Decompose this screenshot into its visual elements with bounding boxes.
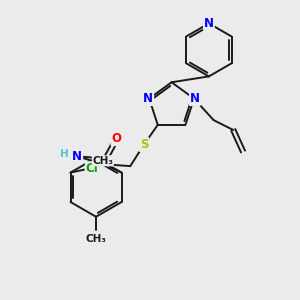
Text: N: N xyxy=(72,150,82,163)
Text: N: N xyxy=(190,92,200,105)
Text: N: N xyxy=(204,17,214,30)
Text: CH₃: CH₃ xyxy=(85,234,106,244)
Text: Cl: Cl xyxy=(86,162,98,175)
Text: H: H xyxy=(60,149,69,159)
Text: CH₃: CH₃ xyxy=(92,156,113,166)
Text: O: O xyxy=(112,132,122,145)
Text: S: S xyxy=(140,138,148,151)
Text: N: N xyxy=(143,92,153,105)
